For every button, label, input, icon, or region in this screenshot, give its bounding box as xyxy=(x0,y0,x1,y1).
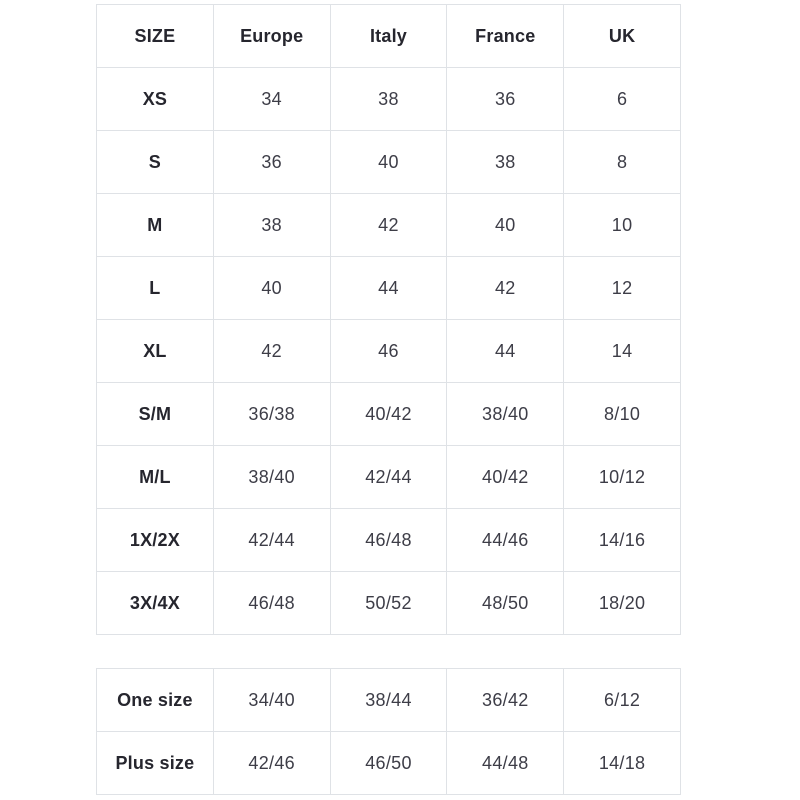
table-cell: 38/40 xyxy=(212,445,331,509)
one-size-table-body: One size 34/40 38/44 36/42 6/12 Plus siz… xyxy=(96,668,681,795)
table-row-xs: XS 34 38 36 6 xyxy=(96,67,681,131)
table-row-sm: S/M 36/38 40/42 38/40 8/10 xyxy=(96,382,681,446)
table-cell: 38/40 xyxy=(446,382,565,446)
table-cell: 40/42 xyxy=(446,445,565,509)
table-cell: 40 xyxy=(329,130,448,194)
table-cell: 34 xyxy=(212,67,331,131)
row-label: M/L xyxy=(96,445,214,509)
row-label: S xyxy=(96,130,214,194)
table-cell: 10/12 xyxy=(563,445,681,509)
table-cell: 38 xyxy=(212,193,331,257)
column-header-size: SIZE xyxy=(96,4,214,68)
column-header-uk: UK xyxy=(563,4,681,68)
row-label: S/M xyxy=(96,382,214,446)
table-cell: 40 xyxy=(212,256,331,320)
column-header-europe: Europe xyxy=(212,4,331,68)
table-row-xl: XL 42 46 44 14 xyxy=(96,319,681,383)
table-cell: 42 xyxy=(446,256,565,320)
table-row-one-size: One size 34/40 38/44 36/42 6/12 xyxy=(96,668,681,732)
table-cell: 14 xyxy=(563,319,681,383)
table-cell: 8/10 xyxy=(563,382,681,446)
table-cell: 36/42 xyxy=(446,668,565,732)
table-row-ml: M/L 38/40 42/44 40/42 10/12 xyxy=(96,445,681,509)
table-cell: 38 xyxy=(446,130,565,194)
table-cell: 18/20 xyxy=(563,571,681,635)
table-cell: 36 xyxy=(446,67,565,131)
table-cell: 42/44 xyxy=(212,508,331,572)
table-cell: 6 xyxy=(563,67,681,131)
table-cell: 14/18 xyxy=(563,731,681,795)
row-label: XL xyxy=(96,319,214,383)
table-cell: 34/40 xyxy=(212,668,331,732)
table-row-plus-size: Plus size 42/46 46/50 44/48 14/18 xyxy=(96,731,681,795)
header-row: SIZE Europe Italy France UK xyxy=(96,4,681,68)
table-cell: 44/46 xyxy=(446,508,565,572)
table-cell: 42/44 xyxy=(329,445,448,509)
row-label: Plus size xyxy=(96,731,214,795)
column-header-france: France xyxy=(446,4,565,68)
size-table-body: XS 34 38 36 6 S 36 40 38 8 M 38 42 40 10 xyxy=(96,67,681,635)
row-label: L xyxy=(96,256,214,320)
size-table-header: SIZE Europe Italy France UK xyxy=(96,4,681,68)
table-cell: 38/44 xyxy=(329,668,448,732)
table-cell: 46/50 xyxy=(329,731,448,795)
table-cell: 10 xyxy=(563,193,681,257)
table-cell: 44 xyxy=(329,256,448,320)
table-cell: 38 xyxy=(329,67,448,131)
table-row-m: M 38 42 40 10 xyxy=(96,193,681,257)
row-label: One size xyxy=(96,668,214,732)
row-label: 3X/4X xyxy=(96,571,214,635)
table-cell: 36/38 xyxy=(212,382,331,446)
table-cell: 42/46 xyxy=(212,731,331,795)
table-cell: 40 xyxy=(446,193,565,257)
column-header-italy: Italy xyxy=(329,4,448,68)
one-size-table: One size 34/40 38/44 36/42 6/12 Plus siz… xyxy=(96,668,681,795)
table-cell: 46 xyxy=(329,319,448,383)
table-cell: 46/48 xyxy=(212,571,331,635)
table-cell: 42 xyxy=(329,193,448,257)
row-label: M xyxy=(96,193,214,257)
table-cell: 6/12 xyxy=(563,668,681,732)
table-cell: 36 xyxy=(212,130,331,194)
table-row-1x2x: 1X/2X 42/44 46/48 44/46 14/16 xyxy=(96,508,681,572)
table-cell: 44 xyxy=(446,319,565,383)
table-cell: 46/48 xyxy=(329,508,448,572)
table-cell: 42 xyxy=(212,319,331,383)
size-conversion-table: SIZE Europe Italy France UK XS 34 38 36 … xyxy=(96,4,681,635)
table-row-3x4x: 3X/4X 46/48 50/52 48/50 18/20 xyxy=(96,571,681,635)
table-cell: 14/16 xyxy=(563,508,681,572)
table-cell: 40/42 xyxy=(329,382,448,446)
table-row-s: S 36 40 38 8 xyxy=(96,130,681,194)
table-cell: 44/48 xyxy=(446,731,565,795)
table-cell: 12 xyxy=(563,256,681,320)
row-label: XS xyxy=(96,67,214,131)
table-row-l: L 40 44 42 12 xyxy=(96,256,681,320)
table-cell: 50/52 xyxy=(329,571,448,635)
table-cell: 8 xyxy=(563,130,681,194)
table-cell: 48/50 xyxy=(446,571,565,635)
row-label: 1X/2X xyxy=(96,508,214,572)
